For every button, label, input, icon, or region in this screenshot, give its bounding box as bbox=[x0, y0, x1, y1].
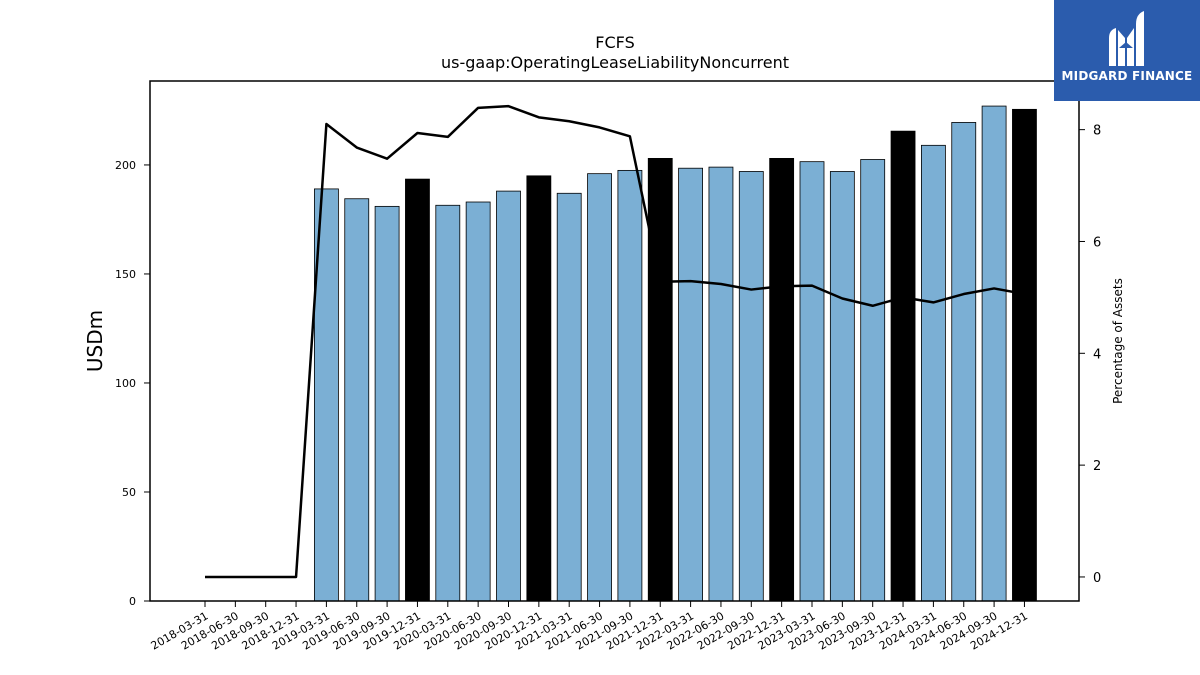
bar-2024-03-31 bbox=[921, 144, 946, 602]
bar-2023-09-30 bbox=[860, 159, 886, 602]
left-tick-label: 150 bbox=[115, 268, 136, 281]
logo-text: MIDGARD FINANCE bbox=[1061, 69, 1193, 83]
bar-2022-09-30 bbox=[738, 171, 764, 602]
bar-2023-06-30 bbox=[829, 171, 855, 602]
bar-2020-03-31 bbox=[435, 204, 461, 602]
x-axis-ticks: 2018-03-312018-06-302018-09-302018-12-31… bbox=[149, 601, 1030, 653]
right-tick-label: 8 bbox=[1093, 124, 1101, 139]
percentage-of-assets-line bbox=[205, 104, 1025, 579]
percentage-line-layer bbox=[205, 104, 1025, 579]
bar-2022-12-31 bbox=[769, 157, 795, 602]
right-axis-label: Percentage of Assets bbox=[1111, 278, 1125, 404]
brand-logo: MIDGARD FINANCE bbox=[1054, 0, 1200, 101]
left-tick-label: 50 bbox=[122, 486, 136, 499]
bar-2022-06-30 bbox=[708, 166, 734, 602]
plot-frame bbox=[149, 80, 1080, 602]
chart-title: FCFS bbox=[595, 33, 634, 52]
left-tick-label: 200 bbox=[115, 159, 136, 172]
right-tick-label: 6 bbox=[1093, 235, 1101, 250]
chart-subtitle: us-gaap:OperatingLeaseLiabilityNoncurren… bbox=[441, 53, 789, 72]
right-axis-ticks: 0 2 4 6 8 bbox=[1079, 124, 1101, 586]
bar-2021-03-31 bbox=[556, 192, 582, 602]
midgard-logo-icon bbox=[1109, 11, 1144, 66]
bar-2019-09-30 bbox=[374, 205, 400, 602]
bar-2024-06-30 bbox=[951, 122, 977, 602]
left-axis-ticks: 0 50 100 150 200 bbox=[115, 159, 150, 608]
bar-2021-06-30 bbox=[587, 173, 612, 602]
right-tick-label: 2 bbox=[1093, 459, 1101, 474]
bar-2023-03-31 bbox=[799, 161, 825, 602]
bar-2024-09-30 bbox=[981, 105, 1007, 602]
left-tick-label: 100 bbox=[115, 377, 136, 390]
bar-2020-06-30 bbox=[465, 201, 491, 602]
bar-2023-12-31 bbox=[890, 130, 916, 602]
bar-2021-12-31 bbox=[647, 157, 673, 602]
bars-layer bbox=[313, 105, 1037, 602]
bar-2019-12-31 bbox=[405, 178, 430, 602]
bar-2020-12-31 bbox=[526, 175, 552, 602]
bar-2019-06-30 bbox=[344, 198, 370, 602]
bar-2021-09-30 bbox=[617, 169, 643, 602]
left-tick-label: 0 bbox=[129, 595, 136, 608]
bar-2022-03-31 bbox=[678, 167, 703, 602]
left-axis-label: USDm bbox=[83, 310, 107, 372]
right-tick-label: 4 bbox=[1093, 347, 1101, 362]
bar-2020-09-30 bbox=[496, 190, 521, 602]
bar-2024-12-31 bbox=[1012, 108, 1037, 602]
right-tick-label: 0 bbox=[1093, 571, 1101, 586]
